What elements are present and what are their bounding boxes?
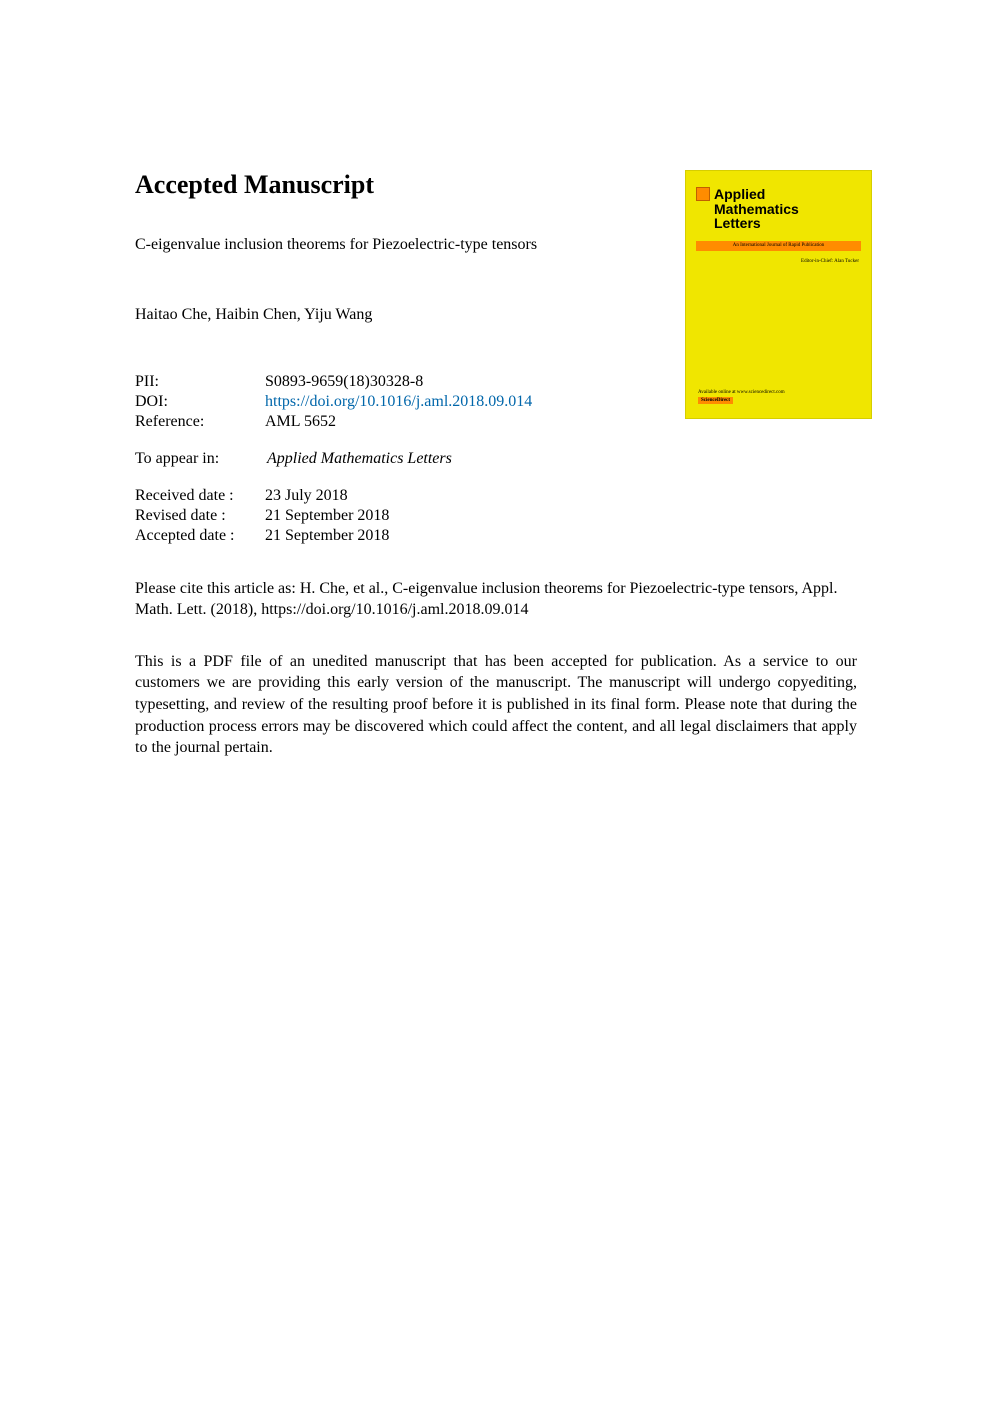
cover-footer-line2: ScienceDirect: [698, 397, 733, 404]
journal-cover-thumbnail: Applied Mathematics Letters An Internati…: [685, 170, 872, 419]
revised-label: Revised date :: [135, 506, 265, 526]
table-row: PII: S0893-9659(18)30328-8: [135, 372, 532, 392]
to-appear-label: To appear in:: [135, 450, 263, 468]
pii-value: S0893-9659(18)30328-8: [265, 372, 532, 392]
doi-label: DOI:: [135, 392, 265, 412]
doi-value: https://doi.org/10.1016/j.aml.2018.09.01…: [265, 392, 532, 412]
table-row: Revised date : 21 September 2018: [135, 506, 389, 526]
reference-value: AML 5652: [265, 412, 532, 432]
table-row: DOI: https://doi.org/10.1016/j.aml.2018.…: [135, 392, 532, 412]
cover-top-band: [686, 171, 871, 185]
cover-footer-line1: Available online at www.sciencedirect.co…: [698, 390, 785, 395]
table-row: Accepted date : 21 September 2018: [135, 526, 389, 546]
doi-link[interactable]: https://doi.org/10.1016/j.aml.2018.09.01…: [265, 393, 532, 410]
table-row: Received date : 23 July 2018: [135, 486, 389, 506]
revised-value: 21 September 2018: [265, 506, 389, 526]
identifier-table: PII: S0893-9659(18)30328-8 DOI: https://…: [135, 372, 532, 432]
cover-subtitle-band: An International Journal of Rapid Public…: [696, 241, 861, 251]
received-value: 23 July 2018: [265, 486, 389, 506]
cover-journal-title: Applied Mathematics Letters: [714, 187, 799, 231]
table-row: Reference: AML 5652: [135, 412, 532, 432]
accepted-value: 21 September 2018: [265, 526, 389, 546]
cover-title-line1: Applied: [714, 186, 765, 202]
to-appear-row: To appear in: Applied Mathematics Letter…: [135, 450, 857, 468]
reference-label: Reference:: [135, 412, 265, 432]
citation-paragraph: Please cite this article as: H. Che, et …: [135, 578, 857, 621]
cover-title-line3: Letters: [714, 215, 761, 231]
accepted-label: Accepted date :: [135, 526, 265, 546]
dates-table: Received date : 23 July 2018 Revised dat…: [135, 486, 389, 546]
cover-ns-logo-icon: [696, 187, 710, 201]
disclaimer-paragraph: This is a PDF file of an unedited manusc…: [135, 651, 857, 759]
cover-footer: Available online at www.sciencedirect.co…: [698, 390, 785, 404]
received-label: Received date :: [135, 486, 265, 506]
cover-title-line2: Mathematics: [714, 201, 799, 217]
pii-label: PII:: [135, 372, 265, 392]
to-appear-journal: Applied Mathematics Letters: [267, 450, 452, 467]
cover-editor-text: Editor-in-Chief: Alan Tucker: [801, 259, 859, 264]
